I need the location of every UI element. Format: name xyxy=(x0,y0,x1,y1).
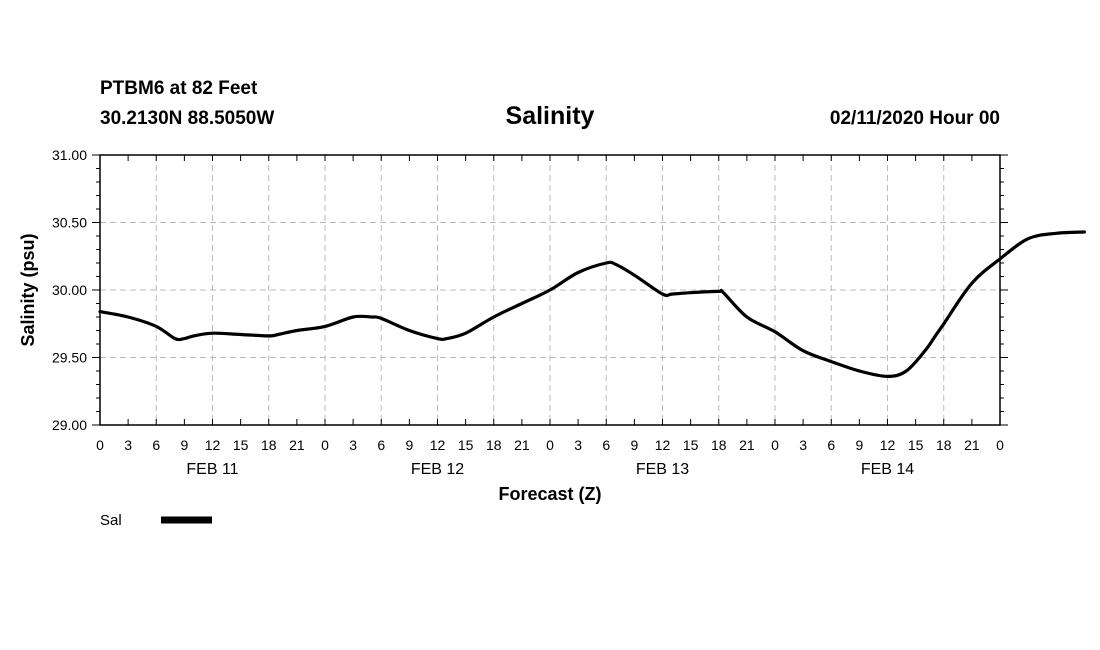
y-tick-label: 29.00 xyxy=(52,417,87,433)
salinity-series-line xyxy=(98,230,1086,378)
x-tick-label: 21 xyxy=(514,437,530,453)
plot-frame xyxy=(99,154,1001,426)
x-tick-label: 12 xyxy=(880,437,896,453)
forecast-run-label: 02/11/2020 Hour 00 xyxy=(830,108,1000,129)
x-tick-label: 9 xyxy=(630,437,638,453)
x-tick-label: 3 xyxy=(349,437,357,453)
station-label: PTBM6 at 82 Feet xyxy=(100,78,258,99)
x-tick-label: 6 xyxy=(827,437,835,453)
station-coords: 30.2130N 88.5050W xyxy=(100,108,274,129)
x-tick-label: 18 xyxy=(936,437,952,453)
x-tick-label: 21 xyxy=(739,437,755,453)
date-label: FEB 12 xyxy=(411,461,464,478)
x-tick-label: 6 xyxy=(377,437,385,453)
x-tick-label: 6 xyxy=(152,437,160,453)
x-tick-label: 15 xyxy=(458,437,474,453)
x-tick-label: 3 xyxy=(799,437,807,453)
x-tick-label: 0 xyxy=(321,437,329,453)
x-tick-label: 15 xyxy=(233,437,249,453)
x-tick-label: 18 xyxy=(486,437,502,453)
x-tick-label: 0 xyxy=(546,437,554,453)
x-tick-label: 9 xyxy=(180,437,188,453)
x-tick-label: 3 xyxy=(574,437,582,453)
y-tick-label: 30.50 xyxy=(52,215,87,231)
date-labels: FEB 11 FEB 12 FEB 13 FEB 14 xyxy=(186,461,914,478)
y-tick-label: 30.00 xyxy=(52,282,87,298)
x-tick-label: 12 xyxy=(655,437,671,453)
x-tick-label: 0 xyxy=(96,437,104,453)
y-axis-title: Salinity (psu) xyxy=(18,233,38,346)
x-tick-label: 21 xyxy=(289,437,305,453)
x-tick-label: 15 xyxy=(908,437,924,453)
x-tick-label: 0 xyxy=(996,437,1004,453)
x-tick-label: 12 xyxy=(430,437,446,453)
y-tick-label: 31.00 xyxy=(52,147,87,163)
x-tick-labels: 0 3 6 9 12 15 18 21 0 3 6 9 12 15 18 21 0 3 6 9 12 15 18 21 0 3 6 9… xyxy=(96,437,1004,453)
x-tick-label: 15 xyxy=(683,437,699,453)
x-tick-label: 12 xyxy=(205,437,221,453)
date-label: FEB 13 xyxy=(636,461,689,478)
chart-title: Salinity xyxy=(506,102,595,130)
legend-label: Sal xyxy=(100,512,122,529)
x-tick-label: 18 xyxy=(261,437,277,453)
y-tick-label: 29.50 xyxy=(52,350,87,366)
legend: Sal xyxy=(100,512,212,529)
date-label: FEB 14 xyxy=(861,461,914,478)
x-tick-label: 3 xyxy=(124,437,132,453)
y-tick-labels: 29.00 29.50 30.00 30.50 31.00 xyxy=(52,147,87,433)
date-label: FEB 11 xyxy=(186,461,238,478)
x-tick-label: 9 xyxy=(405,437,413,453)
x-tick-label: 18 xyxy=(711,437,727,453)
x-tick-label: 0 xyxy=(771,437,779,453)
x-tick-label: 21 xyxy=(964,437,980,453)
x-axis-title: Forecast (Z) xyxy=(498,484,601,504)
x-tick-label: 6 xyxy=(602,437,610,453)
x-tick-label: 9 xyxy=(855,437,863,453)
